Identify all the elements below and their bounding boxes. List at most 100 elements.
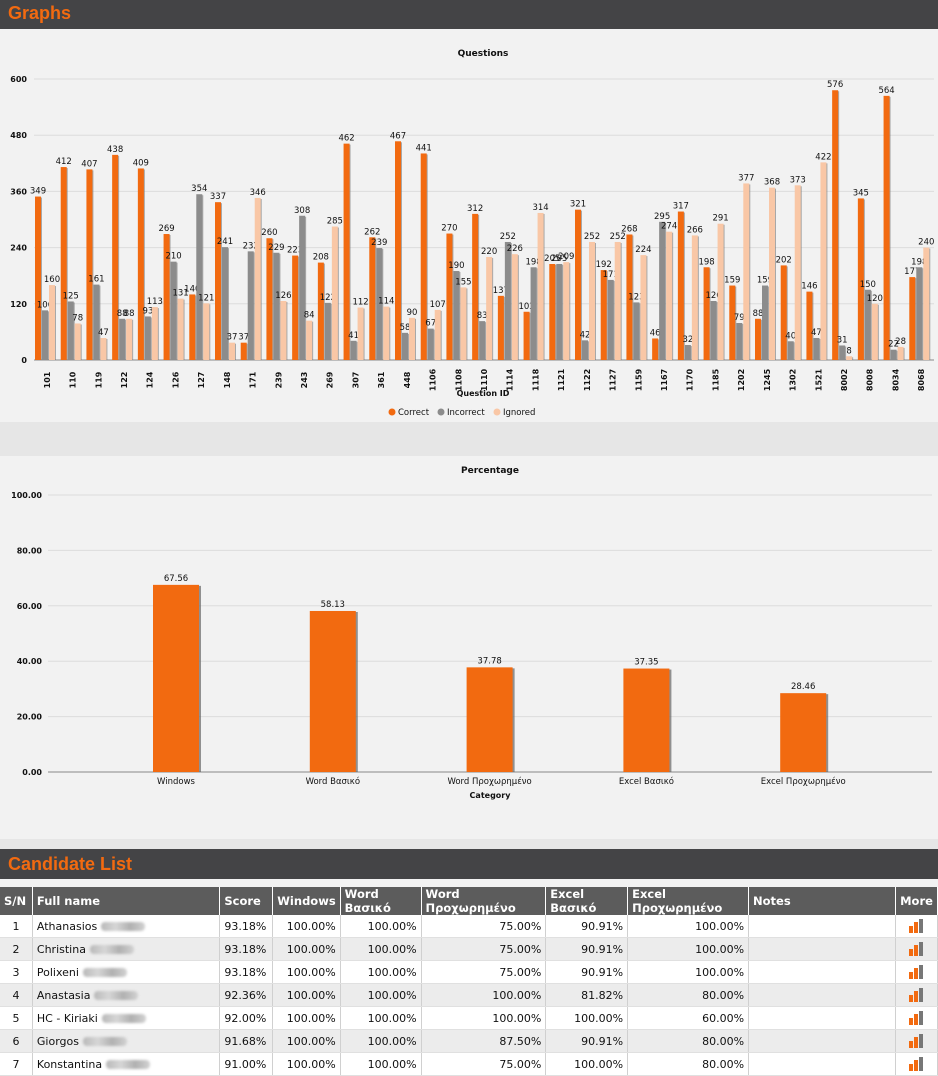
bar-correct (857, 198, 864, 360)
bar-chart-icon[interactable] (908, 942, 925, 956)
graphs-title: Graphs (8, 3, 72, 23)
cell-more[interactable] (895, 915, 938, 938)
bar-ignored (434, 309, 441, 360)
bar-correct (523, 311, 530, 360)
cell-sn: 4 (0, 983, 33, 1007)
cell-score: 92.36% (219, 983, 274, 1007)
cell-notes[interactable] (748, 937, 897, 961)
bar-ignored (151, 307, 158, 360)
cell-excel-basic: 100.00% (545, 1006, 629, 1030)
bar-chart-icon[interactable] (908, 988, 925, 1002)
cell-more[interactable] (895, 1006, 938, 1030)
candidate-name: Anastasia (36, 988, 91, 1002)
bar-correct (806, 291, 813, 360)
candidate-name: Konstantina (36, 1057, 103, 1071)
data-label: 131 (172, 289, 188, 299)
col-word-advanced[interactable]: Word Προχωρημένο (421, 887, 547, 915)
cell-notes[interactable] (748, 1006, 897, 1030)
cell-notes[interactable] (748, 915, 897, 938)
data-label: 28.46 (791, 682, 815, 692)
data-label: 252 (610, 232, 626, 242)
bar-ignored (357, 307, 364, 360)
cell-more[interactable] (895, 1029, 938, 1053)
cell-word-basic: 100.00% (340, 1006, 422, 1030)
data-label: 564 (878, 86, 894, 96)
cell-more[interactable] (895, 960, 938, 984)
bar-incorrect (864, 289, 871, 360)
cell-notes[interactable] (748, 1029, 897, 1053)
x-tick-label: 243 (300, 372, 309, 389)
bar-correct (909, 277, 916, 360)
table-row: 6 Giorgos 91.68% 100.00% 100.00% 87.50% 90.91%… (0, 1029, 938, 1053)
x-tick-label: 1302 (789, 369, 798, 391)
x-tick-label: 1127 (609, 369, 618, 391)
bar-chart-icon[interactable] (908, 919, 925, 933)
cell-windows: 100.00% (272, 1006, 341, 1030)
cell-score: 93.18% (219, 960, 274, 984)
col-notes[interactable]: Notes (748, 887, 897, 915)
bar-correct (575, 209, 581, 360)
x-tick-label: Excel Βασικό (619, 776, 674, 787)
bar-ignored (537, 212, 544, 360)
candidate-name: Polixeni (36, 965, 79, 979)
bar-correct (883, 95, 890, 361)
candidate-list-title: Candidate List (8, 854, 133, 874)
cell-sn: 3 (0, 960, 33, 984)
data-label: 308 (294, 206, 310, 216)
cell-score: 93.18% (219, 915, 274, 938)
col-excel-basic[interactable]: Excel Βασικό (545, 887, 629, 915)
cell-more[interactable] (895, 983, 938, 1007)
bar-ignored (74, 323, 81, 360)
bar-chart-icon[interactable] (908, 1057, 925, 1071)
cell-excel-adv: 100.00% (627, 915, 750, 938)
data-label: 576 (827, 80, 843, 90)
bar-chart-icon[interactable] (908, 1034, 925, 1048)
bar-incorrect (787, 341, 794, 360)
cell-word-basic: 100.00% (340, 983, 422, 1007)
x-axis-label: Question ID (457, 389, 510, 398)
cell-more[interactable] (895, 1052, 938, 1076)
x-tick-label: 126 (171, 371, 180, 388)
col-sn[interactable]: S/N (0, 887, 33, 915)
x-tick-label: 361 (377, 371, 386, 388)
cell-more[interactable] (895, 937, 938, 961)
data-label: 67 (425, 319, 436, 329)
bar-chart-icon[interactable] (908, 1011, 925, 1025)
y-tick-label: 0 (21, 356, 27, 365)
redacted-surname (89, 945, 134, 954)
bar-correct (832, 90, 839, 361)
col-word-basic[interactable]: Word Βασικό (340, 887, 422, 915)
redacted-surname (101, 922, 146, 931)
col-score[interactable]: Score (219, 887, 274, 915)
cell-excel-basic: 90.91% (545, 915, 629, 938)
data-label: 159 (724, 276, 740, 286)
data-label: 314 (532, 203, 548, 213)
bar-correct (240, 342, 247, 360)
cell-notes[interactable] (748, 1052, 897, 1076)
x-tick-label: 1521 (814, 368, 823, 391)
data-label: 268 (621, 224, 637, 234)
bar-ignored (254, 197, 261, 360)
bar (153, 584, 199, 772)
data-label: 412 (56, 157, 72, 167)
col-excel-advanced[interactable]: Excel Προχωρημένο (627, 887, 750, 915)
data-label: 407 (81, 159, 97, 169)
cell-word-basic: 100.00% (340, 937, 422, 961)
bar-incorrect (42, 310, 48, 360)
bar-chart-icon[interactable] (908, 965, 925, 979)
col-windows[interactable]: Windows (272, 887, 341, 915)
x-tick-label: 119 (94, 371, 103, 388)
col-full-name[interactable]: Full name (32, 887, 221, 915)
cell-notes[interactable] (748, 960, 897, 984)
cell-word-basic: 100.00% (340, 960, 422, 984)
bar-incorrect (67, 301, 74, 360)
cell-excel-basic: 100.00% (545, 1052, 629, 1076)
bar-ignored (511, 254, 518, 360)
questions-chart-panel: Questions 0 120 240 360 480 600 349 106 160 101 412… (0, 31, 938, 422)
data-label: 252 (500, 232, 516, 242)
data-label: 126 (705, 291, 721, 301)
bar-ignored (486, 256, 493, 360)
cell-windows: 100.00% (272, 960, 341, 984)
cell-excel-adv: 60.00% (627, 1006, 750, 1030)
cell-notes[interactable] (748, 983, 897, 1007)
